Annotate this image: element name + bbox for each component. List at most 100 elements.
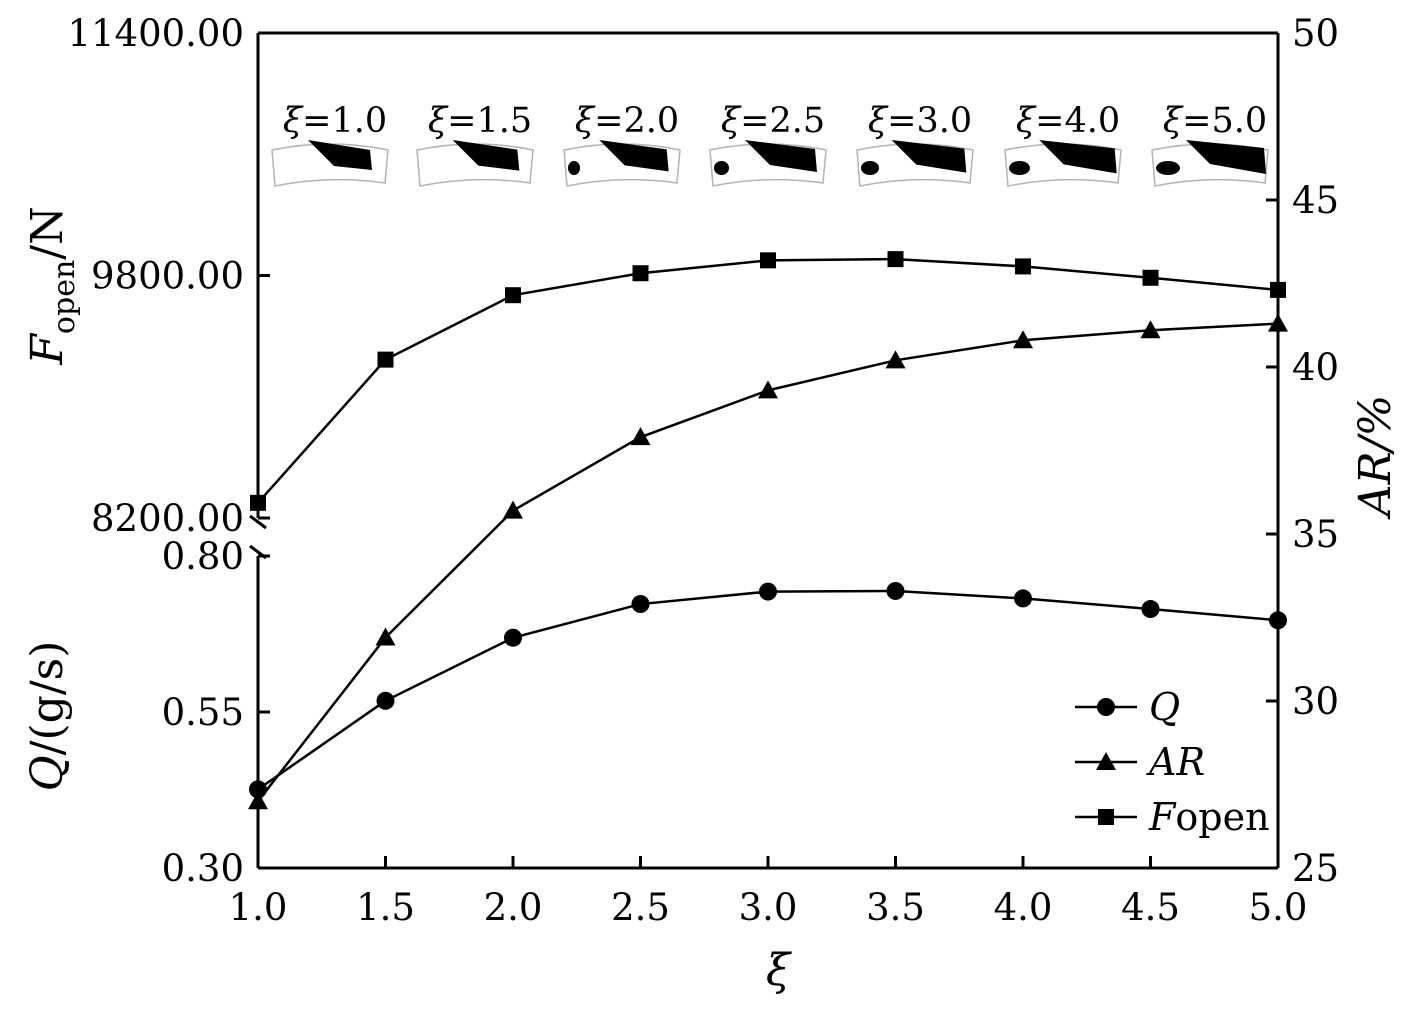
inset-label-value: =2.0 <box>594 101 679 141</box>
right-title-unit: /% <box>1350 395 1401 456</box>
x-tick-label: 1.0 <box>229 886 288 929</box>
inset-sector-outline <box>856 143 974 187</box>
inset-3: ξ=2.0 <box>563 101 681 187</box>
data-point-q <box>886 581 905 600</box>
inset-label-symbol: ξ <box>283 101 304 141</box>
inset-blade-shape <box>599 140 669 172</box>
inset-lobe-shape <box>1009 161 1030 175</box>
left-bottom-title-unit: /(g/s) <box>22 641 73 756</box>
data-point-ar <box>503 500 523 519</box>
data-point-q <box>376 691 395 710</box>
series-q <box>249 581 1287 799</box>
inset-sector-outline <box>1151 143 1269 187</box>
data-point-q <box>1141 600 1160 619</box>
legend-label-main: F <box>1148 795 1177 839</box>
right-tick-label: 30 <box>1292 680 1339 723</box>
left-bottom-tick-label: 0.55 <box>162 691 244 734</box>
data-point-ar <box>1140 320 1161 339</box>
inset-2: ξ=1.5 <box>416 101 534 187</box>
legend-label-main: AR <box>1146 740 1205 784</box>
left-top-tick-label: 9800.00 <box>91 255 244 298</box>
inset-label-value: =5.0 <box>1182 101 1267 141</box>
inset-sector-outline <box>271 143 389 187</box>
inset-4: ξ=2.5 <box>709 101 827 187</box>
inset-label: ξ=4.0 <box>1016 101 1120 141</box>
inset-label: ξ=2.0 <box>575 101 679 141</box>
right-tick-label: 35 <box>1292 513 1339 556</box>
inset-sector-outline <box>709 143 827 187</box>
legend-label-sub: open <box>1175 795 1269 839</box>
data-point-q <box>1269 611 1287 630</box>
inset-sector-outline <box>563 143 681 187</box>
inset-sector-outline <box>416 143 534 187</box>
inset-blade-shape <box>891 140 967 173</box>
inset-blade-shape <box>1039 140 1117 174</box>
data-point-ar <box>630 427 651 446</box>
data-point-q <box>504 628 522 647</box>
right-tick-label: 50 <box>1292 12 1339 55</box>
data-point-q <box>631 595 650 614</box>
inset-lobe-shape <box>861 161 879 175</box>
legend-item-q: Q <box>1075 685 1180 729</box>
data-point-f <box>887 251 904 268</box>
legend-label: Fopen <box>1148 795 1270 839</box>
legend-item-f: Fopen <box>1075 795 1270 839</box>
inset-label: ξ=1.0 <box>283 101 387 141</box>
right-tick-label: 25 <box>1292 847 1339 890</box>
inset-sector-outline <box>1004 143 1122 187</box>
x-tick-label: 4.0 <box>994 886 1053 929</box>
inset-label-symbol: ξ <box>721 101 742 141</box>
left-top-tick-label: 8200.00 <box>91 497 244 540</box>
data-point-f <box>505 287 521 304</box>
inset-label-value: =1.5 <box>447 101 532 141</box>
inset-label-symbol: ξ <box>1016 101 1037 141</box>
left-top-title-sub: open <box>47 260 82 334</box>
inset-blade-shape <box>1186 140 1266 174</box>
left-top-tick-label: 11400.00 <box>67 12 244 55</box>
inset-lobe-shape <box>1156 161 1180 175</box>
inset-7: ξ=5.0 <box>1151 101 1269 187</box>
inset-label-symbol: ξ <box>428 101 449 141</box>
axis-break-mark-upper <box>249 514 267 530</box>
inset-label-value: =2.5 <box>740 101 825 141</box>
data-point-q <box>1014 589 1032 608</box>
inset-lobe-shape <box>568 161 580 175</box>
x-tick-label: 1.5 <box>356 886 415 929</box>
legend-item-ar: AR <box>1075 740 1205 784</box>
left-bottom-tick-label: 0.80 <box>162 535 244 578</box>
data-point-ar <box>375 627 396 646</box>
inset-lobe-shape <box>714 161 729 175</box>
inset-blade-shape <box>745 140 817 172</box>
data-point-f <box>1142 269 1159 286</box>
left-bottom-axis-title: Q/(g/s) <box>22 641 73 792</box>
data-point-f <box>1015 258 1031 275</box>
data-point-ar <box>885 350 906 369</box>
tick-group: 1.0 1.5 2.0 2.5 3.0 3.5 4.0 4.5 5.0 8200.00 9800.0… <box>67 12 1339 929</box>
inset-blade-shape <box>452 140 520 171</box>
data-point-q <box>759 582 777 601</box>
geometry-insets: ξ=1.0 ξ=1.5 ξ=2.0 ξ=2.5 ξ=3.0 ξ=4.0 ξ=5.0 <box>271 101 1269 187</box>
right-title-main: AR <box>1350 451 1401 520</box>
data-point-ar <box>1268 313 1288 332</box>
left-top-title-unit: /N <box>22 206 73 259</box>
x-tick-label: 3.5 <box>866 886 925 929</box>
left-bottom-tick-label: 0.30 <box>162 847 244 890</box>
inset-label: ξ=3.0 <box>868 101 972 141</box>
legend-label: Q <box>1149 685 1180 729</box>
data-point-f <box>250 494 266 511</box>
inset-label: ξ=1.5 <box>428 101 532 141</box>
inset-label-value: =1.0 <box>302 101 387 141</box>
inset-6: ξ=4.0 <box>1004 101 1122 187</box>
data-point-ar <box>248 791 268 810</box>
data-point-f <box>377 351 394 368</box>
inset-label-symbol: ξ <box>575 101 596 141</box>
data-point-f <box>632 265 649 282</box>
data-point-f <box>760 252 776 269</box>
right-axis-title: AR/% <box>1350 395 1401 521</box>
right-tick-label: 40 <box>1292 346 1339 389</box>
x-tick-label: 5.0 <box>1249 886 1308 929</box>
data-point-ar <box>758 380 778 399</box>
data-point-f <box>1270 281 1286 298</box>
